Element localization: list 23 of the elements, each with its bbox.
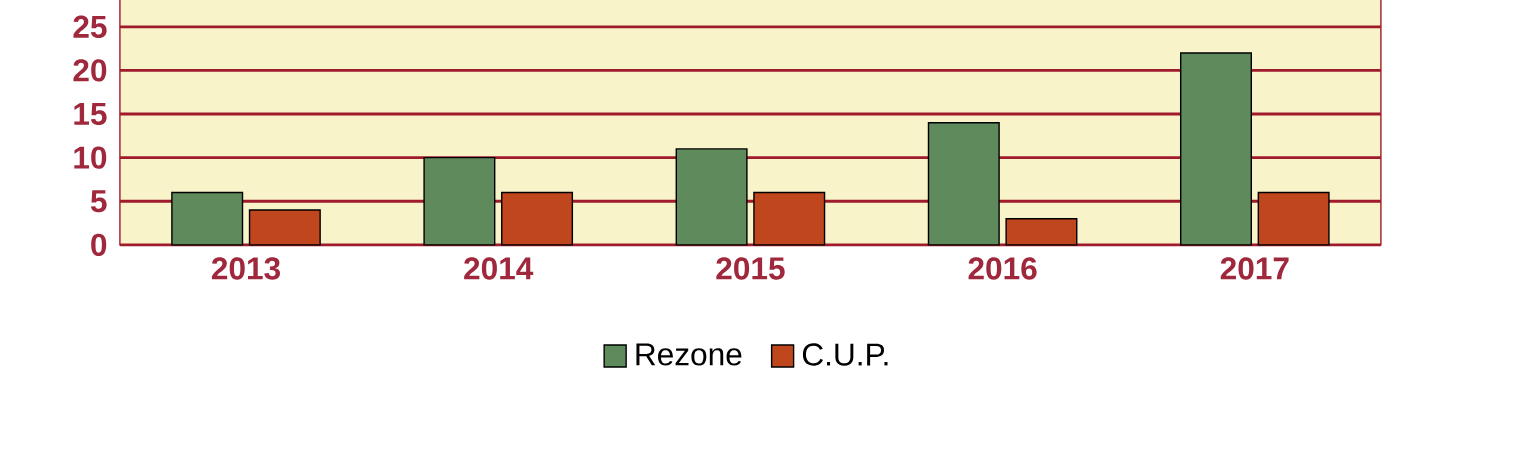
- bar: [1005, 218, 1078, 246]
- y-tick-label: 0: [91, 233, 107, 257]
- bar: [248, 209, 321, 246]
- x-tick-label: 2014: [464, 257, 534, 280]
- bar: [1179, 52, 1253, 246]
- bar: [1257, 191, 1330, 246]
- y-tick-label: 5: [90, 190, 107, 213]
- legend-label: Rezone: [636, 343, 742, 366]
- x-tick-label: 2016: [968, 257, 1037, 280]
- legend-label: C.U.P.: [802, 343, 888, 366]
- y-tick-label: 10: [74, 146, 107, 169]
- y-tick-label: 20: [73, 59, 107, 82]
- bar: [423, 157, 496, 246]
- y-tick-label: 15: [74, 103, 107, 126]
- bar: [501, 191, 574, 246]
- x-tick-label: 2015: [716, 257, 785, 280]
- bar: [927, 122, 1000, 246]
- bar: [753, 191, 826, 246]
- bar: [675, 148, 748, 246]
- x-tick-label: 2013: [211, 257, 280, 280]
- x-tick-label: 2017: [1220, 257, 1289, 280]
- bar: [171, 191, 244, 246]
- y-tick-label: 25: [73, 15, 107, 39]
